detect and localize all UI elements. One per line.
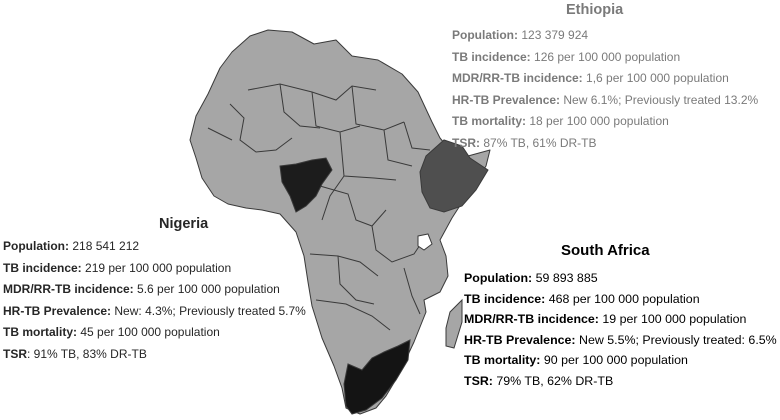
mortality-label: TB mortality: — [452, 114, 527, 129]
mortality-value: 18 per 100 000 population — [529, 114, 669, 129]
nigeria-hr-row: HR-TB Prevalence: New: 4.3%; Previously … — [3, 301, 306, 323]
mortality-label: TB mortality: — [464, 353, 541, 368]
mdr-label: MDR/RR-TB incidence: — [452, 71, 583, 86]
mdr-value: 19 per 100 000 population — [602, 312, 747, 327]
tsr-value: : 91% TB, 83% DR-TB — [27, 346, 147, 361]
madagascar — [445, 298, 463, 349]
south-africa-mortality-row: TB mortality: 90 per 100 000 population — [464, 350, 777, 371]
mortality-value: 90 per 100 000 population — [543, 353, 688, 368]
tsr-label: TSR — [3, 346, 27, 361]
hr-value: New 6.1%; Previously treated 13.2% — [563, 92, 759, 107]
mortality-label: TB mortality: — [3, 325, 78, 340]
ethiopia-mdr-row: MDR/RR-TB incidence: 1,6 per 100 000 pop… — [452, 68, 758, 90]
mdr-value: 5.6 per 100 000 population — [137, 282, 280, 297]
country-ethiopia — [419, 139, 489, 213]
nigeria-population-row: Population: 218 541 212 — [3, 236, 306, 258]
ethiopia-mortality-row: TB mortality: 18 per 100 000 population — [452, 111, 758, 133]
lake-victoria — [417, 233, 433, 251]
incidence-value: 468 per 100 000 population — [548, 291, 700, 306]
nigeria-info-panel: Nigeria Population: 218 541 212 TB incid… — [3, 215, 306, 366]
country-borders — [207, 83, 431, 331]
south-africa-population-row: Population: 59 893 885 — [464, 268, 777, 289]
nigeria-tsr-row: TSR: 91% TB, 83% DR-TB — [3, 344, 306, 366]
population-value: 59 893 885 — [535, 271, 598, 285]
population-value: 123 379 924 — [521, 28, 589, 42]
country-south-africa — [343, 339, 411, 415]
nigeria-title: Nigeria — [159, 216, 209, 232]
hr-label: HR-TB Prevalence: — [464, 332, 576, 347]
nigeria-mdr-row: MDR/RR-TB incidence: 5.6 per 100 000 pop… — [3, 279, 306, 301]
population-label: Population: — [452, 28, 518, 42]
incidence-label: TB incidence: — [452, 49, 531, 64]
hr-value: New: 4.3%; Previously treated 5.7% — [114, 303, 306, 318]
south-africa-mdr-row: MDR/RR-TB incidence: 19 per 100 000 popu… — [464, 309, 777, 330]
nigeria-mortality-row: TB mortality: 45 per 100 000 population — [3, 322, 306, 344]
population-label: Population: — [464, 271, 533, 285]
hr-label: HR-TB Prevalence: — [3, 303, 112, 318]
ethiopia-info-panel: Ethiopia Population: 123 379 924 TB inci… — [452, 1, 758, 155]
mortality-value: 45 per 100 000 population — [80, 325, 220, 340]
population-value: 218 541 212 — [72, 239, 140, 253]
mdr-value: 1,6 per 100 000 population — [586, 71, 729, 86]
ethiopia-tsr-row: TSR: 87% TB, 61% DR-TB — [452, 133, 758, 155]
south-africa-info-panel: South Africa Population: 59 893 885 TB i… — [464, 242, 777, 392]
population-label: Population: — [3, 239, 69, 253]
africa-continent — [189, 29, 491, 415]
ethiopia-population-row: Population: 123 379 924 — [452, 25, 758, 47]
south-africa-incidence-row: TB incidence: 468 per 100 000 population — [464, 289, 777, 310]
ethiopia-hr-row: HR-TB Prevalence: New 6.1%; Previously t… — [452, 90, 758, 112]
tsr-label: TSR: — [452, 135, 480, 150]
country-nigeria — [279, 157, 333, 213]
tsr-label: TSR: — [464, 373, 493, 388]
mdr-label: MDR/RR-TB incidence: — [464, 312, 599, 327]
hr-value: New 5.5%; Previously treated: 6.5% — [579, 332, 777, 347]
south-africa-title: South Africa — [561, 242, 650, 259]
south-africa-hr-row: HR-TB Prevalence: New 5.5%; Previously t… — [464, 330, 777, 351]
nigeria-incidence-row: TB incidence: 219 per 100 000 population — [3, 258, 306, 280]
ethiopia-title: Ethiopia — [566, 2, 624, 18]
tsr-value: 87% TB, 61% DR-TB — [483, 135, 597, 150]
tsr-value: 79% TB, 62% DR-TB — [496, 373, 614, 388]
ethiopia-incidence-row: TB incidence: 126 per 100 000 population — [452, 47, 758, 69]
incidence-value: 219 per 100 000 population — [85, 260, 232, 275]
incidence-label: TB incidence: — [3, 260, 82, 275]
mdr-label: MDR/RR-TB incidence: — [3, 282, 134, 297]
incidence-value: 126 per 100 000 population — [534, 49, 681, 64]
south-africa-tsr-row: TSR: 79% TB, 62% DR-TB — [464, 371, 777, 392]
incidence-label: TB incidence: — [464, 291, 546, 306]
hr-label: HR-TB Prevalence: — [452, 92, 561, 107]
